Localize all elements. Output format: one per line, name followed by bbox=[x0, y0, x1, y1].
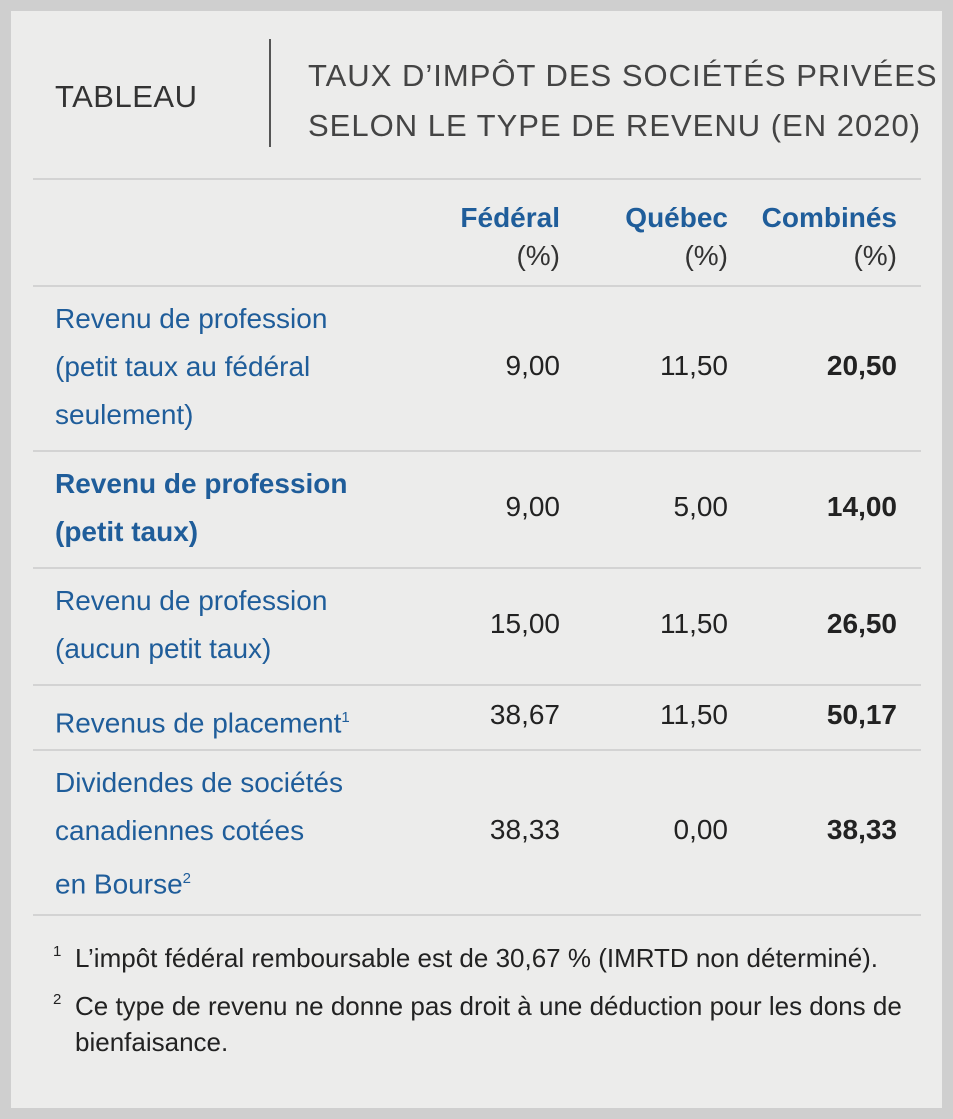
title-line: TAUX D’IMPÔT DES SOCIÉTÉS PRIVÉES bbox=[308, 58, 938, 93]
rule bbox=[33, 450, 921, 452]
row-label: Revenu de profession (petit taux au fédér… bbox=[55, 295, 327, 439]
column-header: Québec (%) bbox=[528, 199, 728, 275]
cell-value: 9,00 bbox=[505, 350, 561, 381]
footnote: 2 Ce type de revenu ne donne pas droit à … bbox=[53, 988, 935, 1060]
label-line: (aucun petit taux) bbox=[55, 633, 272, 664]
label-line: seulement) bbox=[55, 399, 194, 430]
column-name: Fédéral bbox=[460, 202, 560, 233]
cell-value: 0,00 bbox=[673, 814, 729, 845]
cell-value: 14,00 bbox=[826, 491, 897, 522]
label-line: (petit taux au fédéral bbox=[55, 351, 311, 382]
footnote-text: L’impôt fédéral remboursable est de 30,6… bbox=[75, 943, 879, 973]
note-marker: 2 bbox=[182, 870, 191, 887]
cell-value: 11,50 bbox=[660, 699, 728, 730]
row-label: Dividendes de sociétés canadiennes cotées… bbox=[55, 759, 343, 908]
rule bbox=[33, 567, 921, 569]
label-line: canadiennes cotées bbox=[55, 815, 305, 846]
cell-value: 20,50 bbox=[826, 350, 897, 381]
rule bbox=[33, 285, 921, 287]
rule bbox=[33, 914, 921, 916]
column-unit: (%) bbox=[684, 240, 728, 271]
footnote-text: Ce type de revenu ne donne pas droit à u… bbox=[75, 991, 902, 1057]
label-line: (petit taux) bbox=[55, 516, 199, 547]
column-header: Combinés (%) bbox=[697, 199, 897, 275]
column-header: Fédéral (%) bbox=[360, 199, 560, 275]
column-name: Québec bbox=[625, 202, 728, 233]
column-unit: (%) bbox=[853, 240, 897, 271]
label-line: Revenu de profession bbox=[55, 468, 348, 499]
cell-value: 50,17 bbox=[826, 699, 897, 730]
label-line: en Bourse2 bbox=[55, 868, 191, 900]
header-title: TAUX D’IMPÔT DES SOCIÉTÉS PRIVÉES SELON … bbox=[308, 51, 938, 151]
row-label: Revenu de profession (aucun petit taux) bbox=[55, 577, 327, 673]
rule bbox=[33, 684, 921, 686]
cell-value: 11,50 bbox=[660, 608, 728, 639]
footnote-marker: 1 bbox=[53, 943, 62, 960]
rule bbox=[33, 178, 921, 180]
cell-value: 5,00 bbox=[673, 491, 729, 522]
label-line: Dividendes de sociétés bbox=[55, 767, 343, 798]
title-line: SELON LE TYPE DE REVENU (EN 2020) bbox=[308, 108, 922, 143]
cell-value: 38,67 bbox=[489, 699, 560, 730]
divider bbox=[269, 39, 271, 147]
cell-value: 38,33 bbox=[489, 814, 560, 845]
cell-value: 9,00 bbox=[505, 491, 561, 522]
cell-value: 15,00 bbox=[489, 608, 560, 639]
note-marker: 1 bbox=[341, 709, 350, 726]
label-line: Revenus de placement1 bbox=[55, 707, 350, 739]
row-label: Revenus de placement1 bbox=[55, 694, 350, 747]
cell-value: 38,33 bbox=[826, 814, 897, 845]
footnote: 1 L’impôt fédéral remboursable est de 30,… bbox=[53, 940, 935, 976]
header-label: TABLEAU bbox=[55, 79, 198, 114]
row-label: Revenu de profession (petit taux) bbox=[55, 460, 348, 556]
rule bbox=[33, 749, 921, 751]
cell-value: 11,50 bbox=[660, 350, 728, 381]
label-line: Revenu de profession bbox=[55, 585, 328, 616]
label-line: Revenu de profession bbox=[55, 303, 328, 334]
column-name: Combinés bbox=[761, 202, 897, 233]
column-unit: (%) bbox=[516, 240, 560, 271]
footnote-marker: 2 bbox=[53, 991, 62, 1008]
cell-value: 26,50 bbox=[826, 608, 897, 639]
